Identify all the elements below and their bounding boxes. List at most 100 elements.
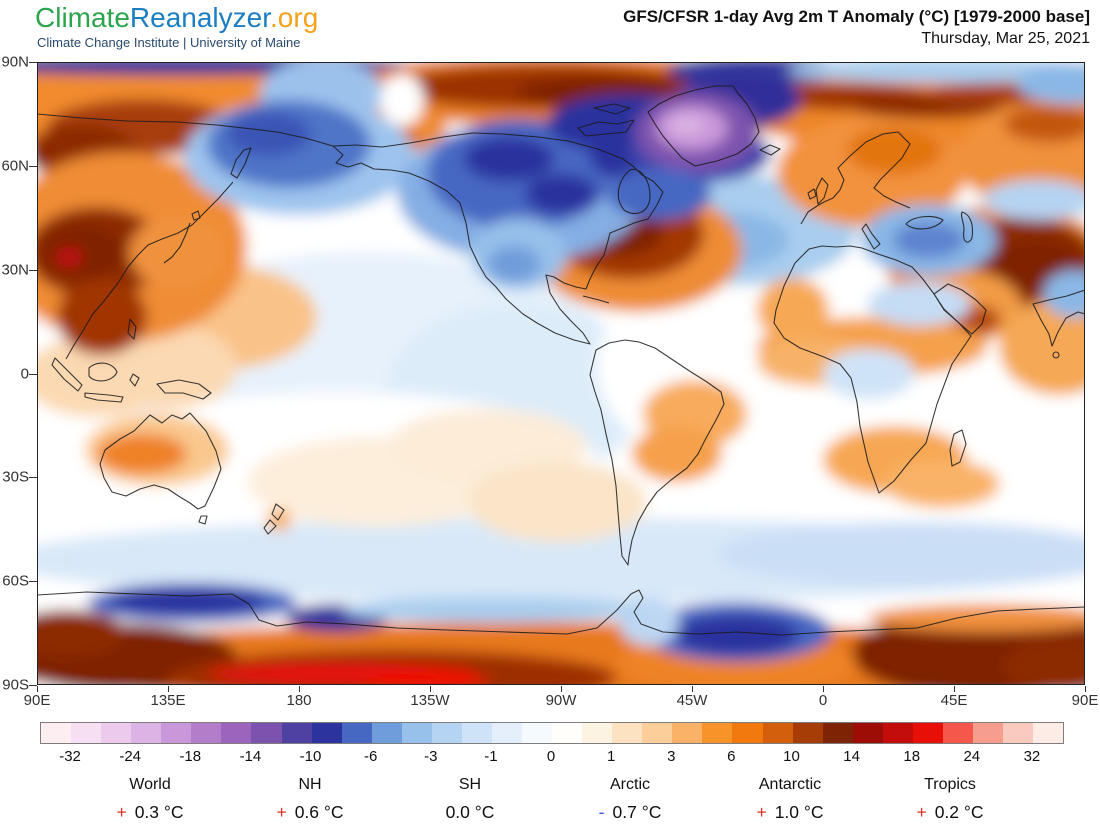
colorbar-tick-label: -6	[363, 748, 378, 765]
colorbar-swatch	[461, 723, 492, 743]
region-stats-row: World +0.3 °C NH +0.6 °C SH 0.0 °C Arctic -0.7 …	[70, 776, 1030, 823]
lon-tick-mark	[430, 686, 431, 692]
logo-tagline: Climate Change Institute | University of…	[37, 35, 301, 50]
lon-tick-label: 0	[818, 692, 828, 709]
lon-tick-label: 90E	[1071, 692, 1099, 709]
colorbar-swatch	[762, 723, 793, 743]
colorbar-tick-label: -32	[59, 748, 81, 765]
lat-tick-mark	[29, 477, 37, 479]
stat-number: 0.2 °C	[934, 802, 984, 822]
stat-item: NH +0.6 °C	[230, 776, 390, 823]
lat-tick-mark	[29, 62, 37, 63]
colorbar-swatch	[822, 723, 853, 743]
colorbar-swatch	[732, 723, 763, 743]
colorbar-tick-label: 6	[727, 748, 736, 765]
colorbar-tick-label: -24	[119, 748, 142, 765]
lat-tick-label: 90S	[2, 676, 29, 694]
colorbar-tick-label: 3	[667, 748, 676, 765]
colorbar-swatch	[672, 723, 703, 743]
lon-tick-mark	[823, 686, 824, 692]
lon-tick-label: 45W	[676, 692, 708, 709]
stat-item: Antarctic +1.0 °C	[710, 776, 870, 823]
colorbar-swatch	[341, 723, 372, 743]
colorbar-swatch	[582, 723, 613, 743]
logo-climate: Climate	[35, 2, 130, 33]
stat-region: Tropics	[924, 776, 976, 793]
lon-tick-label: 45E	[940, 692, 968, 709]
colorbar-swatch	[311, 723, 342, 743]
colorbar-swatch	[71, 723, 102, 743]
lon-tick-label: 180	[286, 692, 312, 709]
colorbar-tick-label: -3	[424, 748, 438, 765]
colorbar-tick-label: 24	[963, 748, 981, 765]
lon-tick-mark	[1085, 686, 1086, 692]
stat-sign: +	[756, 802, 767, 822]
colorbar-swatch	[161, 723, 192, 743]
colorbar-swatch	[852, 723, 883, 743]
stat-item: World +0.3 °C	[70, 776, 230, 823]
stat-number: 0.3 °C	[134, 802, 184, 822]
colorbar-swatch	[972, 723, 1003, 743]
anomaly-field	[37, 62, 1085, 685]
colorbar-swatch	[191, 723, 222, 743]
colorbar-swatch	[1003, 723, 1034, 743]
lat-tick-label: 30S	[2, 468, 29, 486]
lat-tick-mark	[29, 373, 37, 375]
colorbar-swatch	[101, 723, 132, 743]
colorbar-swatch	[1033, 723, 1064, 743]
site-logo[interactable]: ClimateReanalyzer.org	[35, 2, 318, 34]
stat-sign: +	[276, 802, 287, 822]
stat-value: 0.0 °C	[390, 802, 550, 823]
colorbar-swatch	[281, 723, 312, 743]
colorbar-swatch	[642, 723, 673, 743]
colorbar-swatch	[251, 723, 282, 743]
lat-tick-mark	[29, 581, 37, 583]
lat-tick-label: 60N	[1, 157, 29, 175]
stat-value: +0.3 °C	[70, 802, 230, 823]
colorbar-swatch	[552, 723, 583, 743]
colorbar-swatch	[491, 723, 522, 743]
stat-value: -0.7 °C	[550, 802, 710, 823]
stat-sign: +	[916, 802, 927, 822]
stat-number: 0.0 °C	[445, 802, 495, 822]
lat-tick-label: 30N	[1, 261, 29, 279]
colorbar-tick-label: -18	[179, 748, 202, 765]
logo-org: .org	[270, 2, 319, 33]
lat-tick-label: 0	[20, 365, 29, 382]
lon-tick-mark	[168, 686, 169, 692]
coastlines	[37, 85, 1085, 636]
stat-region: World	[129, 776, 171, 793]
lon-tick-label: 90W	[545, 692, 577, 709]
stat-value: +1.0 °C	[710, 802, 870, 823]
map-title: GFS/CFSR 1-day Avg 2m T Anomaly (°C) [19…	[623, 7, 1090, 26]
lon-tick-label: 135W	[410, 692, 450, 709]
lat-tick-mark	[29, 165, 37, 167]
colorbar-swatch	[912, 723, 943, 743]
colorbar-swatch	[221, 723, 252, 743]
stat-number: 0.7 °C	[612, 802, 662, 822]
stat-region: SH	[458, 776, 482, 793]
colorbar-swatch	[942, 723, 973, 743]
colorbar-tick-label: -14	[239, 748, 262, 765]
stat-number: 0.6 °C	[294, 802, 344, 822]
colorbar-swatch	[882, 723, 913, 743]
stat-value: +0.2 °C	[870, 802, 1030, 823]
stat-sign: -	[598, 802, 605, 822]
colorbar-swatch	[522, 723, 553, 743]
lon-tick-mark	[692, 686, 693, 692]
lat-tick-label: 60S	[2, 572, 29, 590]
stat-region: Antarctic	[758, 776, 822, 793]
lon-tick-mark	[299, 686, 300, 692]
stat-number: 1.0 °C	[774, 802, 824, 822]
colorbar-swatch	[401, 723, 432, 743]
lon-tick-label: 135E	[150, 692, 186, 709]
map-date: Thursday, Mar 25, 2021	[921, 30, 1090, 47]
colorbar-tick-label: -10	[299, 748, 322, 765]
lat-tick-mark	[29, 269, 37, 271]
colorbar-tick-label: 32	[1023, 748, 1041, 765]
stat-region: NH	[298, 776, 322, 793]
colorbar-swatch	[371, 723, 402, 743]
lon-tick-label: 90E	[23, 692, 51, 709]
colorbar-tick-label: 14	[843, 748, 860, 765]
colorbar-tick-label: 18	[903, 748, 921, 765]
